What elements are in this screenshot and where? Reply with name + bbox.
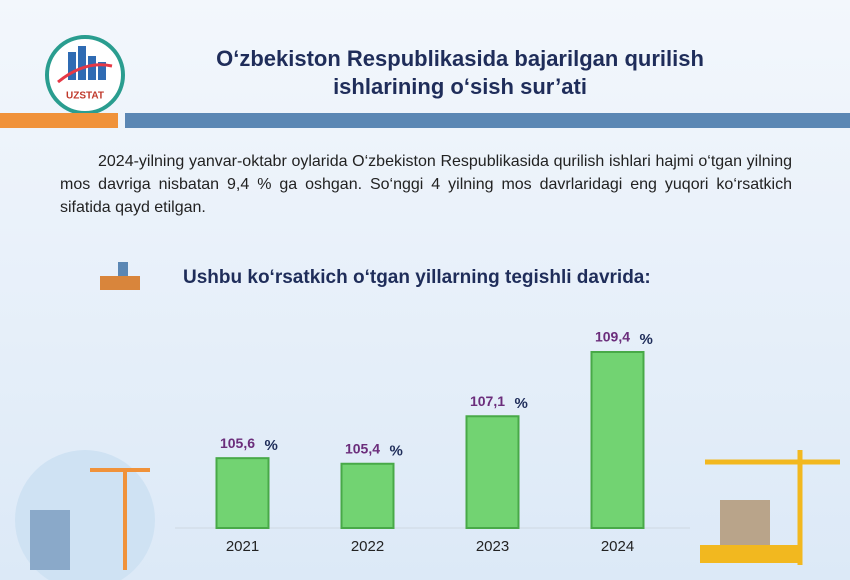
x-tick-label: 2023 [476,538,509,555]
value-label: 105,6 [220,435,255,451]
bar [340,462,395,529]
crane [90,468,150,570]
logo-bar [88,56,96,80]
bar [590,351,645,529]
title: O‘zbekiston Respublikasida bajarilgan qu… [216,46,704,71]
building [30,510,70,570]
bar [465,415,520,529]
header-stripe [125,113,850,128]
paragraph: 2024-yilning yanvar-oktabr oylarida O‘zb… [60,153,792,216]
value-label: 107,1 [470,393,505,409]
header-stripe [0,113,118,128]
x-tick-label: 2024 [601,538,634,555]
unit-label: % [390,443,403,460]
unit-label: % [265,437,278,454]
x-tick-label: 2021 [226,538,259,555]
icon [118,262,128,276]
icon [100,276,140,290]
x-tick-label: 2022 [351,538,384,555]
logo-bar [98,62,106,80]
value-label: 105,4 [345,440,380,456]
unit-label: % [515,395,528,412]
unit-label: % [640,331,653,348]
title: ishlarining o‘sish sur’ati [333,74,587,99]
logo-swoosh [57,63,113,84]
logo-bar [68,52,76,80]
logo-text: UZSTAT [66,91,104,102]
bar [215,457,270,529]
logo-bar [78,46,86,80]
value-label: 109,4 [595,329,630,345]
chart-title: Ushbu ko‘rsatkich o‘tgan yillarning tegi… [183,267,651,288]
vehicle [700,545,800,563]
